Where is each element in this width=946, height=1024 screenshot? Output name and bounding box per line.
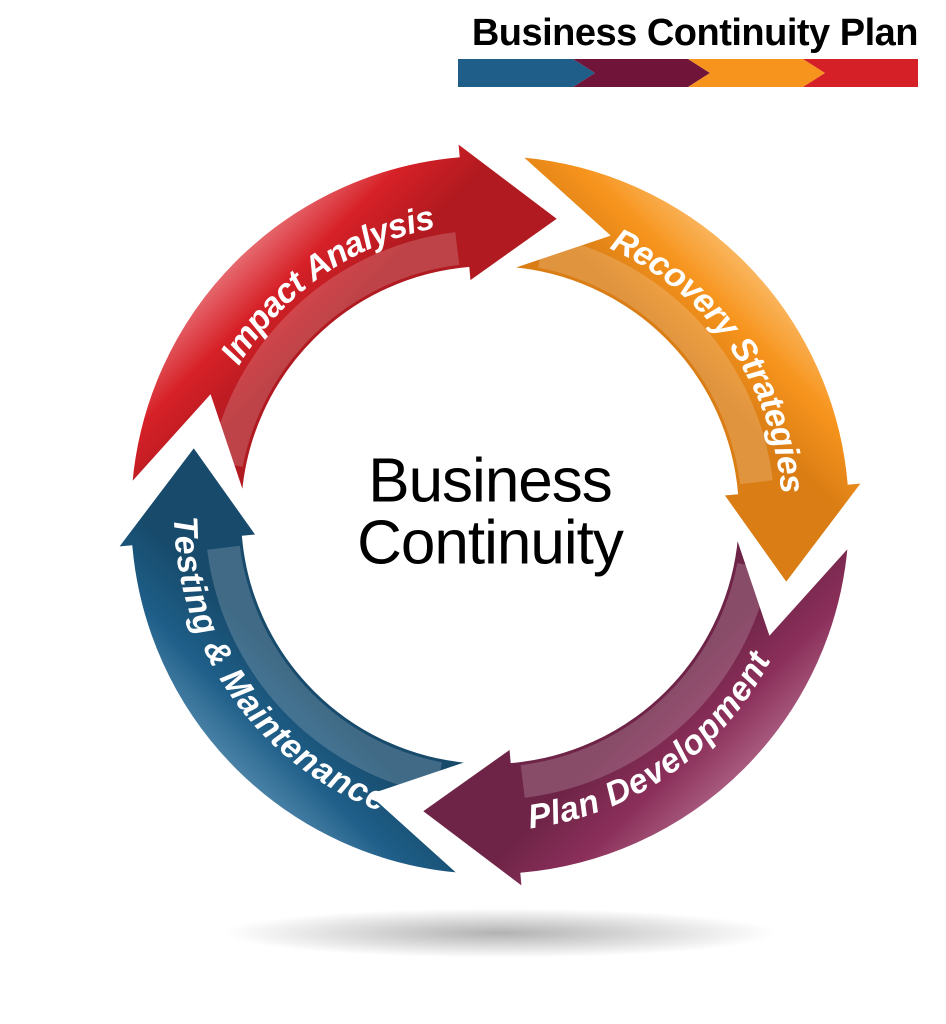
header: Business Continuity Plan bbox=[458, 12, 918, 87]
segment-plan-development bbox=[422, 537, 849, 888]
header-arrow-bar bbox=[458, 59, 918, 87]
header-title: Business Continuity Plan bbox=[458, 12, 918, 55]
cycle-diagram: Impact AnalysisRecovery StrategiesPlan D… bbox=[110, 135, 870, 895]
center-text: Business Continuity bbox=[357, 451, 623, 575]
cycle-shadow bbox=[220, 908, 780, 958]
center-line1: Business bbox=[357, 451, 623, 513]
segment-impact-analysis bbox=[131, 142, 558, 493]
center-line2: Continuity bbox=[357, 513, 623, 575]
